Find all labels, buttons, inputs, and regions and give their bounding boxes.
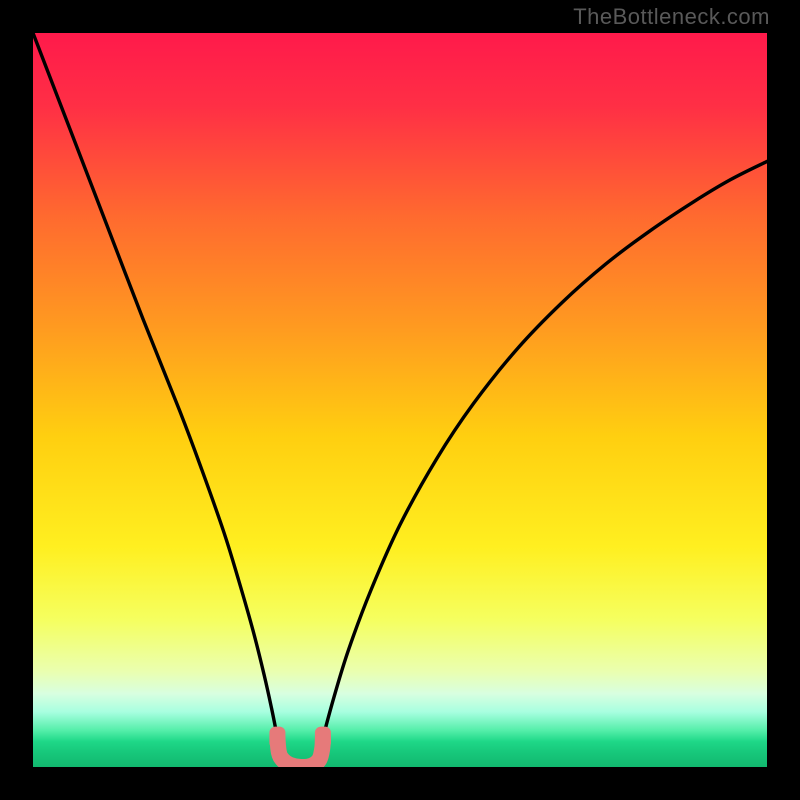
plot-frame xyxy=(30,30,770,770)
chart-canvas: TheBottleneck.com xyxy=(0,0,800,800)
watermark-text: TheBottleneck.com xyxy=(573,4,770,30)
